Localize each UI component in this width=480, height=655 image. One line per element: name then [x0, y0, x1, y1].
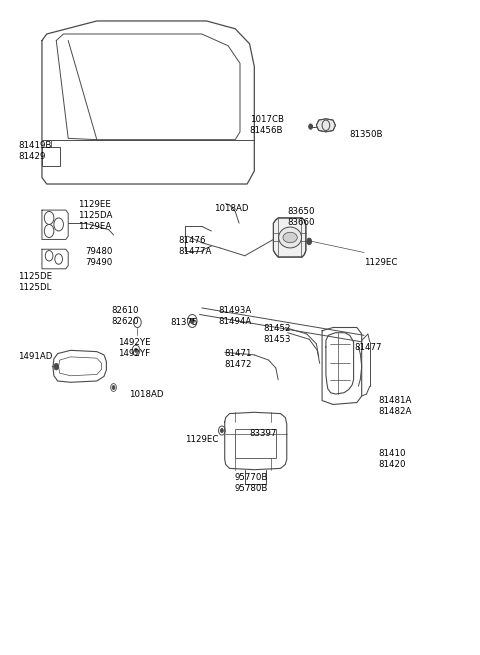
Bar	[235, 428, 276, 458]
Text: 81476
81477A: 81476 81477A	[178, 236, 211, 256]
Circle shape	[112, 386, 115, 390]
Text: 1125DE
1125DL: 1125DE 1125DL	[18, 272, 52, 292]
Text: 81375: 81375	[171, 318, 198, 327]
Text: 81410
81420: 81410 81420	[378, 449, 406, 469]
Text: 81471
81472: 81471 81472	[225, 348, 252, 369]
Text: 1018AD: 1018AD	[129, 390, 164, 398]
Text: 83397: 83397	[250, 428, 277, 438]
Text: 79480
79490: 79480 79490	[85, 247, 112, 267]
Text: 81419B
81429: 81419B 81429	[18, 141, 51, 161]
Circle shape	[54, 364, 59, 370]
Text: 81350B: 81350B	[350, 130, 383, 139]
Text: 82610
82620: 82610 82620	[111, 306, 139, 326]
Text: 81477: 81477	[355, 343, 382, 352]
Bar	[42, 147, 60, 166]
Text: 81452
81453: 81452 81453	[264, 324, 291, 344]
Text: 1018AD: 1018AD	[214, 204, 248, 214]
Circle shape	[307, 238, 312, 245]
Circle shape	[309, 124, 312, 129]
Text: 81481A
81482A: 81481A 81482A	[378, 396, 412, 416]
Polygon shape	[316, 119, 336, 132]
Text: 95770B
95780B: 95770B 95780B	[234, 473, 268, 493]
Circle shape	[134, 348, 137, 352]
Text: 81493A
81494A: 81493A 81494A	[218, 306, 252, 326]
Text: 1129EC: 1129EC	[185, 435, 218, 444]
Circle shape	[191, 318, 194, 324]
Text: 1017CB
81456B: 1017CB 81456B	[250, 115, 284, 136]
Text: 1492YE
1492YF: 1492YE 1492YF	[118, 339, 151, 358]
Text: 1129EE
1125DA
1129EA: 1129EE 1125DA 1129EA	[78, 200, 112, 231]
Polygon shape	[274, 218, 306, 257]
Ellipse shape	[279, 227, 301, 248]
Circle shape	[220, 428, 223, 432]
Ellipse shape	[283, 233, 297, 243]
Text: 1491AD: 1491AD	[18, 352, 52, 362]
Text: 1129EC: 1129EC	[364, 258, 397, 267]
Text: 83650
83660: 83650 83660	[288, 206, 315, 227]
